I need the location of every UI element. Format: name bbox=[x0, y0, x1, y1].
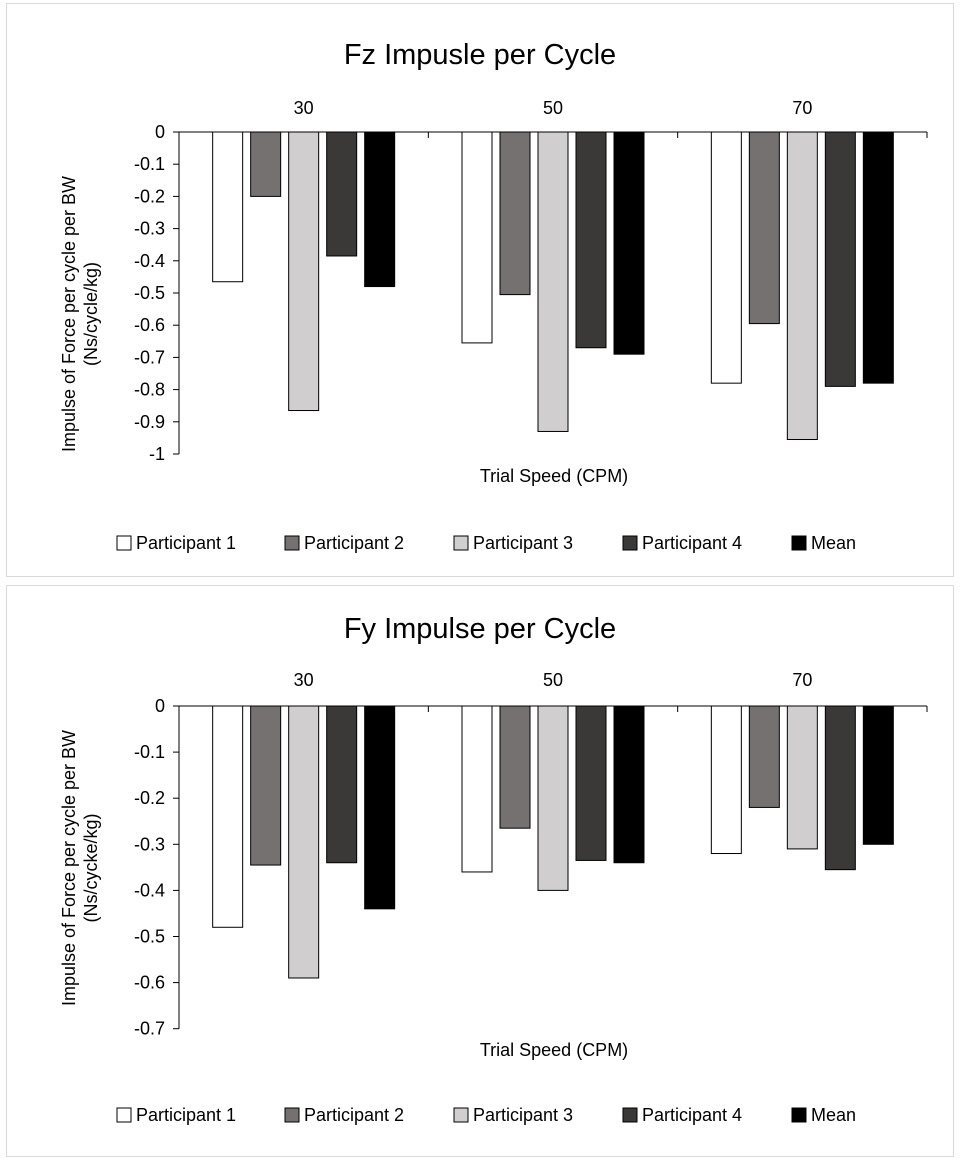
y-tick-label: -0.9 bbox=[134, 412, 165, 432]
bar-participant-3 bbox=[537, 131, 569, 432]
legend-label-participant-2: Participant 2 bbox=[304, 1105, 404, 1125]
y-tick-label: -0.7 bbox=[134, 1019, 165, 1039]
legend-label-participant-3: Participant 3 bbox=[473, 1105, 573, 1125]
legend-label-participant-4: Participant 4 bbox=[642, 1105, 742, 1125]
legend-swatch-participant-3 bbox=[453, 535, 469, 551]
y-tick-label: -0.4 bbox=[134, 251, 165, 271]
y-tick-label: -0.5 bbox=[134, 927, 165, 947]
bar-mean bbox=[364, 131, 396, 288]
y-tick-label: -0.1 bbox=[134, 154, 165, 174]
legend-swatch-participant-2 bbox=[284, 1107, 300, 1123]
legend: Participant 1 Participant 2 Participant 3 P… bbox=[116, 1105, 856, 1125]
bar-mean bbox=[613, 705, 645, 864]
x-category-label: 70 bbox=[792, 670, 812, 690]
bar-participant-1 bbox=[461, 705, 493, 873]
chart-title: Fz Impusle per Cycle bbox=[344, 39, 616, 71]
bar-mean bbox=[364, 705, 396, 910]
y-tick-label: -0.6 bbox=[134, 315, 165, 335]
y-tick-label: -1 bbox=[149, 444, 165, 464]
bar-participant-4 bbox=[575, 705, 607, 861]
x-axis-label: Trial Speed (CPM) bbox=[480, 466, 628, 486]
bar-participant-3 bbox=[537, 705, 569, 891]
y-tick-label: -0.7 bbox=[134, 347, 165, 367]
bar-participant-1 bbox=[212, 131, 244, 283]
y-tick-label: -0.5 bbox=[134, 283, 165, 303]
bar-participant-3 bbox=[786, 705, 818, 850]
bar-participant-4 bbox=[326, 131, 358, 257]
y-tick-label: -0.3 bbox=[134, 834, 165, 854]
y-tick-label: -0.4 bbox=[134, 880, 165, 900]
y-axis-label-line1: Impulse of Force per cycle per BW bbox=[59, 176, 79, 452]
legend-label-mean: Mean bbox=[811, 1105, 856, 1125]
legend-swatch-participant-1 bbox=[116, 535, 132, 551]
bar-participant-2 bbox=[748, 131, 780, 325]
x-category-label: 30 bbox=[294, 98, 314, 118]
bar-participant-4 bbox=[575, 131, 607, 349]
chart-marks: 0 -0.1 -0.2 -0.3 -0.4 -0.5 -0.6 -0.7 30 50 70 bbox=[134, 670, 928, 1039]
bar-participant-4 bbox=[326, 705, 358, 864]
bar-participant-2 bbox=[250, 705, 282, 866]
y-tick-label: -0.6 bbox=[134, 973, 165, 993]
legend-label-participant-1: Participant 1 bbox=[136, 1105, 236, 1125]
legend-label-participant-1: Participant 1 bbox=[136, 533, 236, 553]
legend-label-participant-2: Participant 2 bbox=[304, 533, 404, 553]
bar-participant-4 bbox=[824, 131, 856, 387]
bar-participant-2 bbox=[499, 131, 531, 296]
y-tick-label: -0.2 bbox=[134, 186, 165, 206]
legend-swatch-mean bbox=[791, 535, 807, 551]
bar-participant-4 bbox=[824, 705, 856, 871]
bar-mean bbox=[862, 131, 894, 384]
bar-participant-3 bbox=[288, 131, 320, 412]
y-tick-label: -0.8 bbox=[134, 380, 165, 400]
legend-swatch-participant-4 bbox=[622, 535, 638, 551]
y-tick-label: 0 bbox=[155, 122, 165, 142]
y-axis-label: Impulse of Force per cycle per BW (Ns/cy… bbox=[59, 730, 101, 1006]
chart-marks: 0 -0.1 -0.2 -0.3 -0.4 -0.5 -0.6 -0.7 -0.8 -0.9 -1 3… bbox=[134, 98, 928, 464]
legend-swatch-participant-2 bbox=[284, 535, 300, 551]
fz-chart: Fz Impusle per Cycle Impulse of Force pe… bbox=[59, 39, 928, 553]
y-axis-label-line1: Impulse of Force per cycle per BW bbox=[59, 730, 79, 1006]
legend-label-participant-4: Participant 4 bbox=[642, 533, 742, 553]
bar-participant-2 bbox=[499, 705, 531, 829]
legend-swatch-participant-3 bbox=[453, 1107, 469, 1123]
bar-participant-1 bbox=[461, 131, 493, 344]
fz-chart-panel: Fz Impusle per Cycle Impulse of Force pe… bbox=[6, 3, 954, 577]
y-axis-label-line2: (Ns/cycle/kg) bbox=[81, 262, 101, 366]
x-axis-label: Trial Speed (CPM) bbox=[480, 1040, 628, 1060]
bar-participant-3 bbox=[288, 705, 320, 979]
legend-swatch-mean bbox=[791, 1107, 807, 1123]
y-axis-label-line2: (Ns/cycke/kg) bbox=[81, 813, 101, 922]
y-tick-label: -0.1 bbox=[134, 742, 165, 762]
legend-label-participant-3: Participant 3 bbox=[473, 533, 573, 553]
x-category-label: 50 bbox=[543, 98, 563, 118]
y-tick-label: 0 bbox=[155, 696, 165, 716]
fy-chart: Fy Impulse per Cycle Impulse of Force pe… bbox=[59, 613, 928, 1125]
legend-label-mean: Mean bbox=[811, 533, 856, 553]
fy-chart-panel: Fy Impulse per Cycle Impulse of Force pe… bbox=[6, 585, 954, 1157]
x-category-label: 50 bbox=[543, 670, 563, 690]
y-axis-label: Impulse of Force per cycle per BW (Ns/cy… bbox=[59, 176, 101, 452]
bar-participant-1 bbox=[212, 705, 244, 928]
y-tick-label: -0.2 bbox=[134, 788, 165, 808]
bar-participant-3 bbox=[786, 131, 818, 441]
y-tick-label: -0.3 bbox=[134, 219, 165, 239]
bar-mean bbox=[862, 705, 894, 845]
bar-participant-2 bbox=[748, 705, 780, 808]
legend-swatch-participant-1 bbox=[116, 1107, 132, 1123]
legend: Participant 1 Participant 2 Participant 3 P… bbox=[116, 533, 856, 553]
x-category-label: 30 bbox=[294, 670, 314, 690]
x-category-label: 70 bbox=[792, 98, 812, 118]
bar-mean bbox=[613, 131, 645, 355]
legend-swatch-participant-4 bbox=[622, 1107, 638, 1123]
bar-participant-1 bbox=[710, 705, 742, 855]
bar-participant-2 bbox=[250, 131, 282, 197]
chart-title: Fy Impulse per Cycle bbox=[344, 613, 616, 645]
bar-participant-1 bbox=[710, 131, 742, 384]
